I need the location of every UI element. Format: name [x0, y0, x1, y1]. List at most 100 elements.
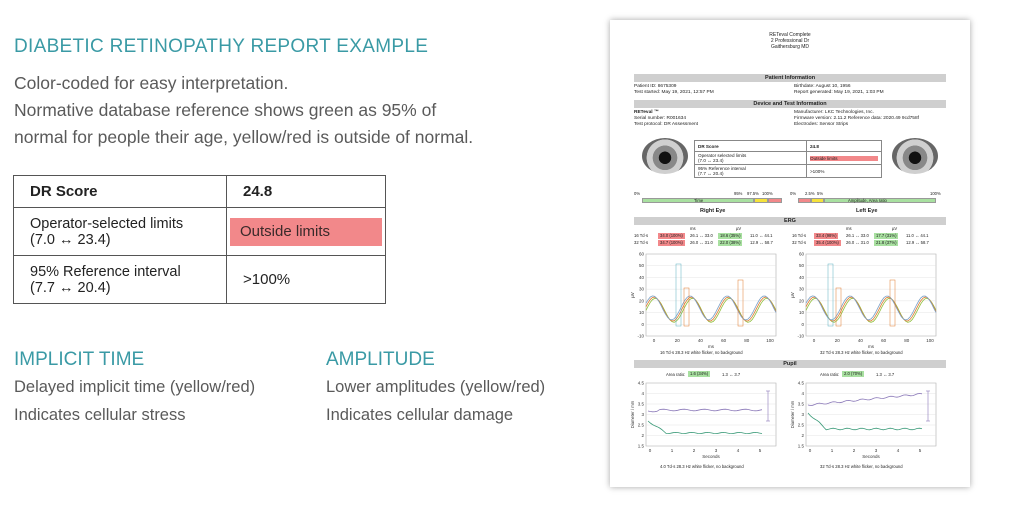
right-uv-header: µV [736, 226, 742, 231]
right-row1-label: 16 Td·s [634, 233, 649, 238]
amp-bar-yellow [811, 198, 824, 203]
left-pupil-range: 1.3 ↔ 3.7 [876, 372, 895, 377]
amplitude-line2: Indicates cellular damage [326, 406, 514, 424]
y-tick-label: 10 [639, 310, 645, 315]
right-row2-uv-range: 12.9 ↔ 58.7 [750, 240, 773, 245]
y-tick-label: 3.5 [798, 402, 805, 407]
x-tick-label: 0 [649, 448, 652, 453]
left-pupil-plot: 4.5 4 3.5 3 2.5 2 1.5 0 1 2 3 4 5 Seconds Diameter / m… [790, 381, 937, 459]
y-tick-label: 2.5 [638, 423, 645, 428]
erg-waveform [645, 295, 777, 321]
report-op-cell: Operator selected limits (7.0 ↔ 23.4) [694, 151, 807, 165]
x-axis-label: ms [868, 344, 875, 349]
y-tick-label: 0 [641, 322, 644, 327]
right-row2-ms-range: 26.0 ↔ 31.0 [690, 240, 713, 245]
y-tick-label: 4 [641, 391, 644, 396]
dr-score-table: DR Score 24.8 Operator-selected limits (… [13, 175, 386, 304]
x-tick-label: 2 [853, 448, 856, 453]
amp-bar-green [824, 198, 936, 203]
erg-waveform [805, 295, 937, 321]
y-axis-label: µV [790, 292, 795, 298]
x-tick-label: 2 [693, 448, 696, 453]
y-tick-label: 10 [799, 310, 805, 315]
y-tick-label: -10 [797, 334, 804, 339]
x-tick-label: 40 [698, 338, 704, 343]
time-bar-100: 100% [762, 191, 773, 196]
operator-limits-cell: Operator-selected limits (7.0 ↔ 23.4) [13, 207, 227, 256]
report-ref-cell: 95% Reference interval (7.7 ↔ 20.4) [694, 164, 807, 178]
manufacturer: Manufacturer: LKC Technologies, Inc. [794, 110, 874, 115]
pupil-trace [807, 393, 923, 406]
reference-interval-value: >100% [226, 255, 386, 304]
page-title: DIABETIC RETINOPATHY REPORT EXAMPLE [14, 36, 429, 57]
y-tick-label: 3 [641, 412, 644, 417]
y-tick-label: 20 [799, 298, 805, 303]
right-row1-ms-range: 26.1 ↔ 33.0 [690, 233, 713, 238]
left-eye-title: Left Eye [856, 208, 878, 214]
reference-interval-cell: 95% Reference interval (7.7 ↔ 20.4) [13, 255, 227, 304]
time-bar-95: 95% [734, 191, 743, 196]
y-tick-label: 60 [639, 252, 645, 257]
y-tick-label: 30 [799, 287, 805, 292]
x-axis-label: Seconds [862, 454, 880, 459]
y-tick-label: 0 [801, 322, 804, 327]
time-bar-red [768, 198, 782, 203]
x-tick-label: 0 [653, 338, 656, 343]
left-area-ratio-label: Area ratio: [820, 372, 840, 377]
x-tick-label: 40 [858, 338, 864, 343]
x-tick-label: 3 [715, 448, 718, 453]
dr-score-value: 24.8 [226, 175, 386, 208]
report-dr-value: 24.8 [806, 140, 882, 152]
reference-interval-label: 95% Reference interval [30, 263, 181, 280]
left-erg-legend: 32 Td·s 28.3 Hz white flicker, no backgr… [820, 350, 903, 355]
right-row1-uv: 18.6 (35%) [718, 233, 743, 239]
marker-box [835, 287, 842, 327]
amp-bar-red [798, 198, 811, 203]
left-uv-header: µV [892, 226, 898, 231]
report-ref-value: >100% [806, 164, 882, 178]
erg-bar: ERG [634, 217, 946, 225]
x-tick-label: 4 [897, 448, 900, 453]
right-row2-uv: 22.0 (38%) [718, 240, 743, 246]
left-pupil-legend: 32 Td·s 28.3 Hz white flicker, no backgr… [820, 464, 903, 469]
right-erg-legend: 16 Td·s 28.3 Hz white flicker, no backgr… [660, 350, 743, 355]
y-tick-label: 3 [801, 412, 804, 417]
operator-limits-label: Operator-selected limits [30, 215, 184, 232]
report-op-label: Operator selected limits [698, 153, 747, 158]
left-eye-image [892, 138, 938, 174]
x-tick-label: 60 [881, 338, 887, 343]
firmware: Firmware version: 2.11.2 Reference data:… [794, 116, 919, 121]
implicit-time-line2: Indicates cellular stress [14, 406, 186, 424]
implicit-time-heading: IMPLICIT TIME [14, 349, 145, 370]
y-tick-label: 4.5 [798, 381, 805, 386]
implicit-time-line1: Delayed implicit time (yellow/red) [14, 378, 256, 396]
y-axis-label: Diameter / mm [790, 400, 795, 428]
left-row2-ms-range: 26.0 ↔ 31.0 [846, 240, 869, 245]
dr-score-label: DR Score [13, 175, 227, 208]
left-ms-header: ms [846, 226, 852, 231]
amp-bar-25: 2.5% [805, 191, 815, 196]
device-name: RETeval ™ [634, 110, 659, 115]
time-bar-975: 97.5% [747, 191, 759, 196]
x-tick-label: 0 [809, 448, 812, 453]
x-tick-label: 20 [835, 338, 841, 343]
time-bar-label: Time [694, 198, 704, 203]
marker-box [737, 279, 744, 327]
report-header-line: RETeval Complete [769, 32, 811, 38]
y-tick-label: 2 [801, 433, 804, 438]
left-row1-ms: 33.4 (98%) [814, 233, 839, 239]
right-eye-image [642, 138, 688, 174]
y-tick-label: 30 [639, 287, 645, 292]
amp-bar-end: 100% [930, 191, 941, 196]
y-tick-label: 2.5 [798, 423, 805, 428]
y-tick-label: 40 [639, 275, 645, 280]
report-op-range: (7.0 ↔ 23.4) [698, 158, 724, 163]
plot-frame [645, 253, 777, 337]
amp-bar-label: Amplitude, Area ratio [848, 198, 887, 203]
report-header: RETeval Complete 2 Professional Dr Gaith… [610, 32, 970, 50]
marker-box [683, 287, 690, 327]
x-tick-label: 0 [813, 338, 816, 343]
x-tick-label: 1 [671, 448, 674, 453]
report-dr-score-table: DR Score 24.8 Operator selected limits (… [694, 140, 882, 178]
